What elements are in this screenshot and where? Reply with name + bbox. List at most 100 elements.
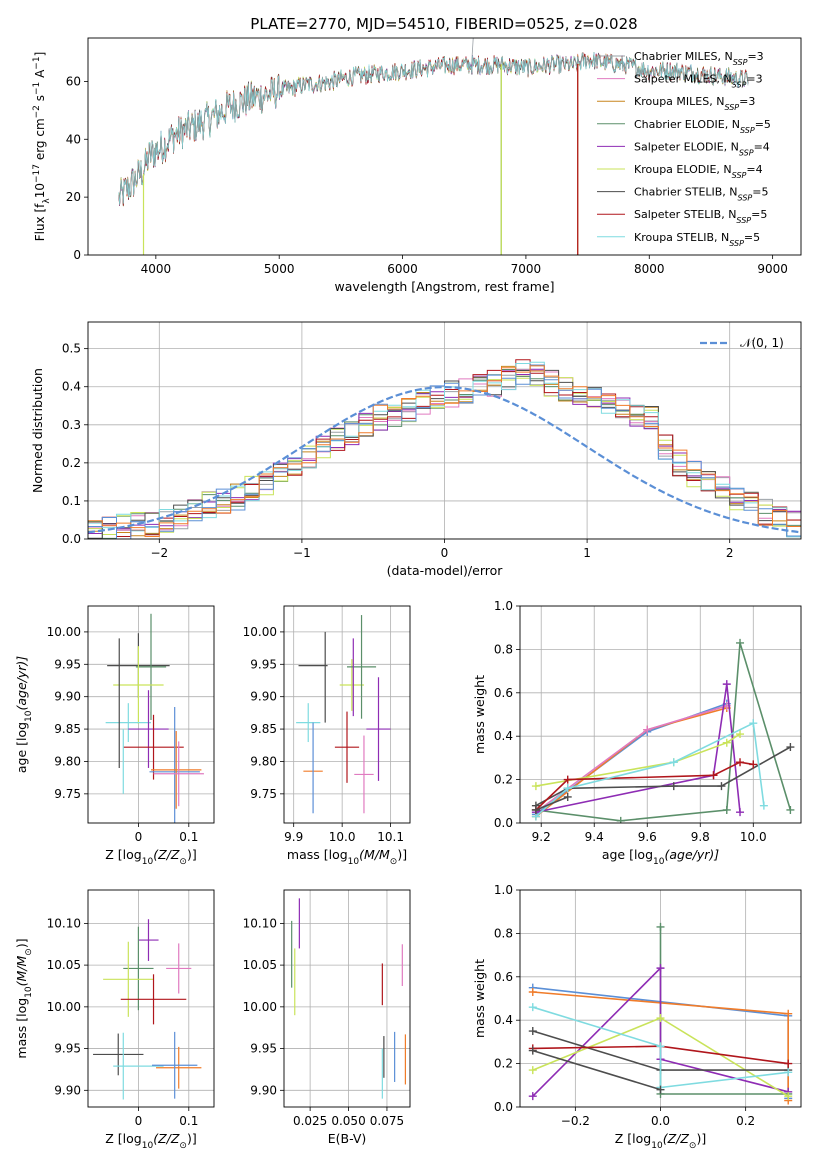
weight-marker-chabrier_elodie — [786, 805, 795, 814]
x-tick-label: 9.6 — [638, 830, 657, 844]
age_vs_mass-panel: 9.9 10.0 10.1 9.75 9.80 9.85 9.90 9.95 10.00 mass… — [243, 605, 411, 867]
legend-entry-salpeter_miles: Salpeter MILES, NSSP=3 — [634, 73, 763, 90]
axes-frame — [519, 889, 802, 1108]
y-tick-label: 10.10 — [243, 916, 277, 930]
x-tick-label: 5000 — [264, 262, 295, 276]
weight-marker-salpeter_elodie — [656, 964, 665, 973]
residuals-panel: −2 −1 0 1 2 0.0 0.1 0.2 0.3 0.4 0.5 (data-model)/er… — [30, 321, 802, 578]
x-tick-label: 6000 — [387, 262, 418, 276]
weight-line-chabrier_stelib — [535, 796, 569, 811]
legend-entry-kroupa_elodie: Kroupa ELODIE, NSSP=4 — [634, 163, 763, 180]
weight-marker-salpeter_stelib — [736, 758, 745, 767]
y-tick-label: 0.2 — [494, 773, 513, 787]
x-tick-label: −0.2 — [561, 1114, 590, 1128]
x-tick-label: −1 — [293, 546, 311, 560]
weight-marker-chabrier_stelib — [786, 743, 795, 752]
weight_vs_z-plot-area — [520, 890, 801, 1107]
x-axis-label: wavelength [Angstrom, rest frame] — [334, 279, 554, 294]
x-axis-label: Z [log10(Z/Z⊙)] — [615, 1131, 706, 1151]
y-tick-label: 0.8 — [494, 642, 513, 656]
y-tick-label: 0.2 — [494, 1057, 513, 1071]
y-tick-label: 9.75 — [54, 787, 81, 801]
weight-line-chabrier_elodie — [659, 926, 789, 1095]
y-tick-label: 0.0 — [494, 816, 513, 830]
axes-frame — [283, 605, 411, 824]
legend-entry-normal: 𝒩(0, 1) — [740, 336, 784, 350]
weight-marker-kroupa_elodie — [528, 1066, 537, 1075]
normal-curve — [88, 385, 801, 534]
y-tick-label: 0.3 — [62, 418, 81, 432]
y-tick-label: 10.00 — [243, 625, 277, 639]
weight-marker-kroupa_stelib — [528, 1003, 537, 1012]
y-tick-label: 9.85 — [54, 722, 81, 736]
y-tick-label: 0.2 — [62, 456, 81, 470]
y-axis-label: Flux [fλ10−17 erg cm−2 s−1 A−1] — [32, 52, 52, 242]
x-tick-label: 0.075 — [370, 1114, 404, 1128]
weight-marker-kroupa_stelib — [784, 1068, 793, 1077]
y-axis-label: age [log10(age/yr)] — [14, 656, 34, 773]
y-tick-label: 9.95 — [250, 657, 277, 671]
x-axis-label: mass [log10(M/M⊙)] — [287, 847, 407, 867]
y-tick-label: 0.5 — [62, 342, 81, 356]
legend: Chabrier MILES, NSSP=3 Salpeter MILES, NS… — [597, 50, 771, 247]
x-tick-label: 1 — [583, 546, 591, 560]
weight-marker-salpeter_stelib — [784, 1059, 793, 1068]
weight-marker-chabrier_elodie — [722, 805, 731, 814]
y-axis-label: mass weight — [472, 959, 487, 1038]
x-tick-label: 9.9 — [284, 830, 303, 844]
mass_vs_ebv-panel: 0.025 0.050 0.075 9.90 9.95 10.00 10.05 10.10 E(… — [243, 889, 411, 1146]
y-axis-label: mass weight — [472, 675, 487, 754]
y-tick-label: 0.6 — [494, 686, 513, 700]
x-tick-label: 0.025 — [293, 1114, 327, 1128]
histogram-blue — [88, 364, 801, 539]
histogram-kroupa_stelib — [88, 361, 801, 538]
x-tick-label: 0.0 — [651, 1114, 670, 1128]
weight-marker-salpeter_stelib — [749, 760, 758, 769]
weight_vs_age-plot-area — [520, 606, 801, 823]
weight-line-chabrier_stelib — [532, 1049, 661, 1091]
y-tick-label: 0.6 — [494, 970, 513, 984]
axes-frame — [283, 889, 411, 1108]
axes-frame — [87, 37, 802, 256]
weight-marker-chabrier_elodie — [656, 922, 665, 931]
weight-marker-salpeter_stelib — [709, 771, 718, 780]
y-tick-label: 9.90 — [54, 690, 81, 704]
y-tick-label: 9.95 — [54, 657, 81, 671]
figure-title: PLATE=2770, MJD=54510, FIBERID=0525, z=0… — [250, 15, 637, 33]
y-tick-label: 0 — [73, 248, 81, 262]
age_vs_z-panel: 0 0.1 9.75 9.80 9.85 9.90 9.95 10.00 Z [log10(Z/… — [14, 605, 215, 867]
y-axis-label: mass [log10(M/M⊙)] — [14, 938, 34, 1058]
x-tick-label: −2 — [150, 546, 168, 560]
weight-marker-kroupa_elodie — [531, 782, 540, 791]
weight-line-kroupa_stelib — [532, 1006, 789, 1089]
weight-marker-kroupa_stelib — [749, 719, 758, 728]
weight-line-chabrier_elodie — [535, 642, 792, 822]
weight-marker-kroupa_elodie — [656, 1014, 665, 1023]
x-tick-label: 10.0 — [740, 830, 767, 844]
histogram-orange — [88, 365, 801, 537]
legend-entry-kroupa_stelib: Kroupa STELIB, NSSP=5 — [634, 231, 760, 248]
x-tick-label: 9.4 — [585, 830, 604, 844]
legend-entry-chabrier_miles: Chabrier MILES, NSSP=3 — [634, 50, 764, 67]
weight-marker-salpeter_elodie — [528, 1092, 537, 1101]
weight-marker-kroupa_elodie — [784, 1092, 793, 1101]
weight-marker-salpeter_elodie — [736, 808, 745, 817]
weight-marker-chabrier_stelib — [563, 792, 572, 801]
y-tick-label: 60 — [66, 74, 81, 88]
mass_vs_z-panel: 0 0.1 9.90 9.95 10.00 10.05 10.10 Z [log10(Z/Z⊙… — [14, 889, 215, 1151]
y-tick-label: 10.00 — [47, 1000, 81, 1014]
weight-marker-kroupa_stelib — [563, 784, 572, 793]
x-axis-label: Z [log10(Z/Z⊙)] — [105, 847, 196, 867]
spectrum-line-kroupa_stelib — [118, 51, 749, 205]
weight-marker-chabrier_stelib — [669, 782, 678, 791]
x-tick-label: 0.050 — [331, 1114, 365, 1128]
weight-marker-kroupa_stelib — [759, 801, 768, 810]
weight-marker-orange — [784, 1009, 793, 1018]
x-axis-label: E(B-V) — [328, 1131, 367, 1146]
x-tick-label: 9000 — [757, 262, 788, 276]
mass_vs_ebv-plot-area — [284, 890, 410, 1107]
weight-marker-chabrier_stelib — [528, 1046, 537, 1055]
y-tick-label: 0.0 — [62, 532, 81, 546]
x-tick-label: 0.1 — [179, 830, 198, 844]
